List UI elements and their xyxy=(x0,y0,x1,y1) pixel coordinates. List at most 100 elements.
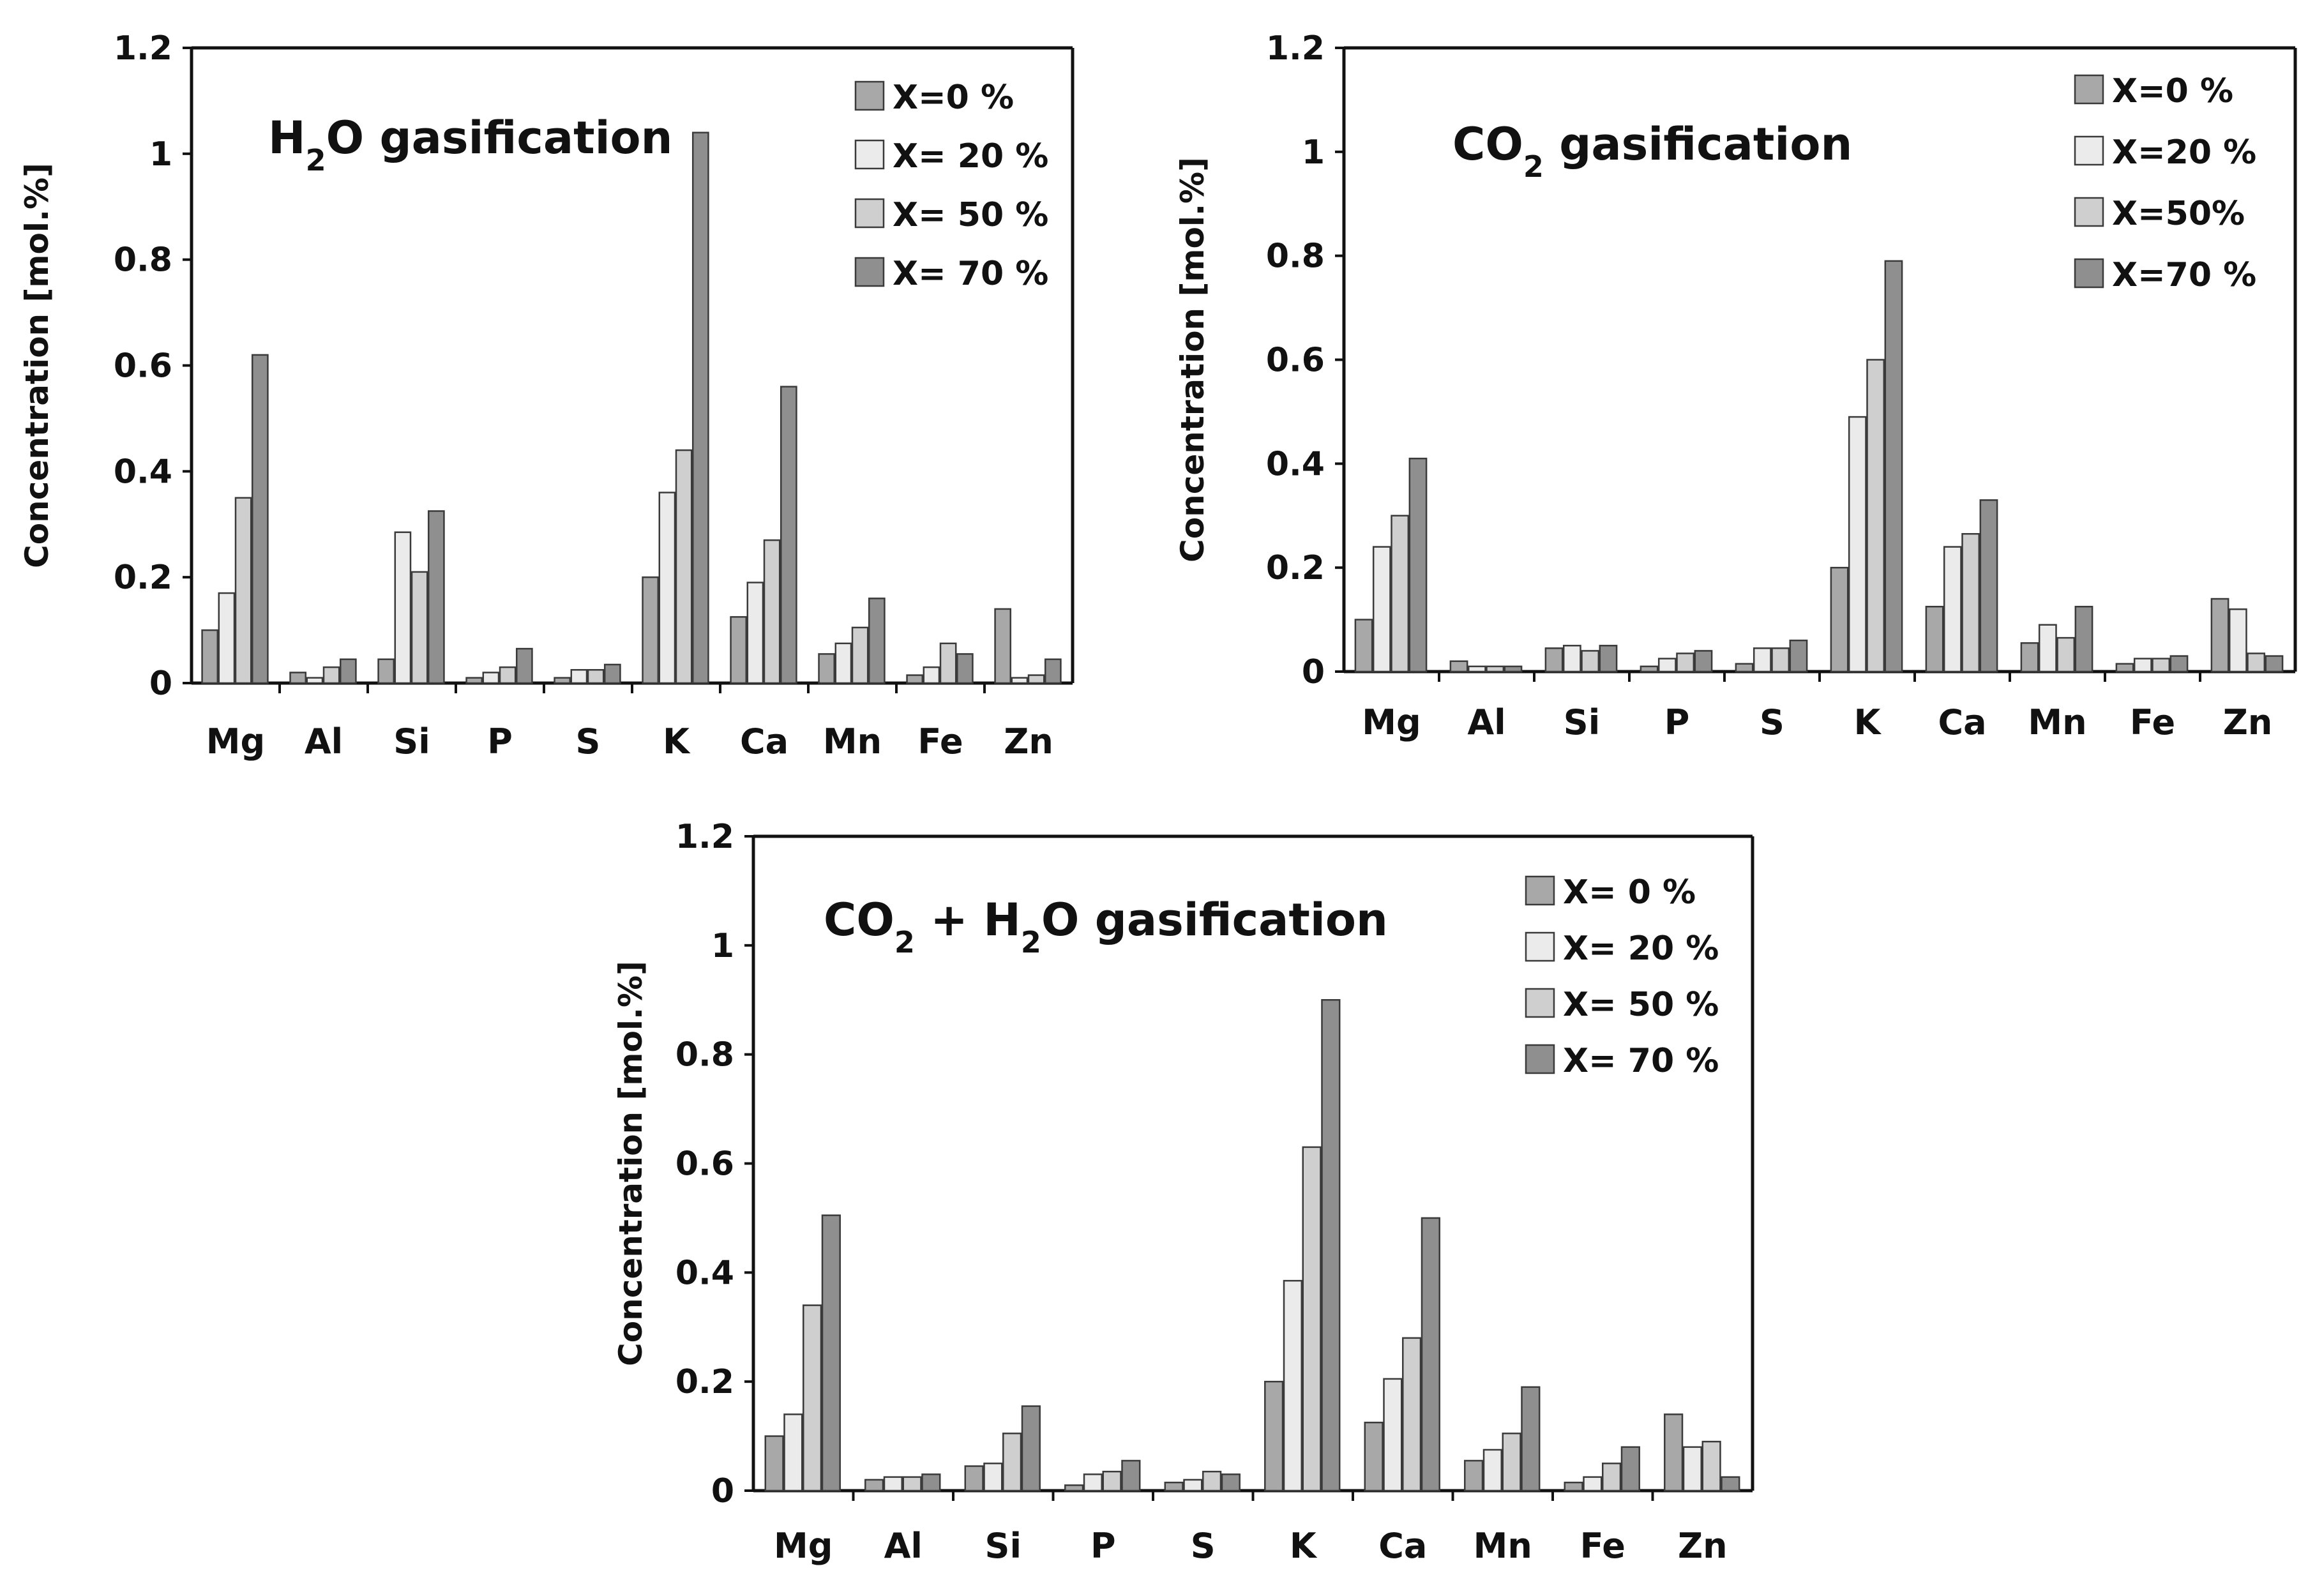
bar-si-series-2 xyxy=(1581,650,1600,673)
y-tick-label: 0.2 xyxy=(675,1363,734,1401)
bar-zn-series-2 xyxy=(1027,674,1045,684)
bar-si-series-0 xyxy=(964,1465,984,1492)
legend-label: X= 50 % xyxy=(893,196,1048,234)
x-tick-label: P xyxy=(1664,702,1690,742)
bar-zn-series-1 xyxy=(1011,677,1029,684)
y-tick-label: 0.8 xyxy=(1266,237,1325,276)
bar-p-series-1 xyxy=(1657,658,1677,673)
bar-ca-series-2 xyxy=(763,539,781,684)
bar-mn-series-3 xyxy=(868,598,886,684)
y-tick-label: 0.6 xyxy=(114,347,172,386)
bar-fe-series-0 xyxy=(1564,1481,1583,1492)
x-tick-label: Mg xyxy=(1362,702,1421,742)
legend-label: X=50% xyxy=(2112,195,2245,233)
bar-mg-series-1 xyxy=(218,592,236,684)
bar-p-series-2 xyxy=(1676,652,1695,673)
chart-co2-h2o-gasification: 0 0.2 0.4 0.6 0.8 1 1.2 Concentration [mol.%] Mg… xyxy=(612,818,1754,1566)
bar-s-series-2 xyxy=(1771,647,1790,673)
bar-mg-series-2 xyxy=(1391,515,1410,673)
y-tick-label: 0.4 xyxy=(114,453,172,491)
bar-fe-series-2 xyxy=(1602,1463,1622,1492)
bar-k-series-0 xyxy=(1830,566,1849,673)
x-tick-label: Zn xyxy=(1678,1526,1728,1566)
bar-s-series-3 xyxy=(1789,639,1808,673)
bar-ca-series-3 xyxy=(780,386,797,684)
bar-fe-series-0 xyxy=(906,674,924,684)
bar-p-series-0 xyxy=(1640,665,1659,673)
bar-k-series-3 xyxy=(1321,999,1341,1492)
bar-p-series-2 xyxy=(499,666,517,684)
bar-ca-series-0 xyxy=(1364,1421,1384,1492)
bar-mg-series-1 xyxy=(1372,546,1391,673)
bar-mg-series-0 xyxy=(764,1435,784,1492)
bar-p-series-2 xyxy=(1102,1470,1122,1492)
y-tick-label: 0.4 xyxy=(675,1254,734,1292)
bar-s-series-0 xyxy=(1164,1481,1184,1492)
bar-k-series-2 xyxy=(1302,1146,1322,1492)
legend-swatch xyxy=(1525,875,1555,906)
legend-swatch xyxy=(854,257,885,287)
chart-title: CO2 + H2O gasification xyxy=(824,894,1388,960)
legend-label: X=0 % xyxy=(2112,72,2233,110)
bar-mn-series-1 xyxy=(1482,1449,1502,1492)
y-tick-label: 0.2 xyxy=(114,559,172,597)
bar-p-series-0 xyxy=(465,677,483,684)
bar-zn-series-2 xyxy=(2247,652,2266,673)
bar-al-series-1 xyxy=(1467,665,1486,673)
chart-h2o-gasification: 0 0.2 0.4 0.6 0.8 1 1.2 Concentration [mol.%] Mg… xyxy=(19,29,1075,762)
bar-al-series-3 xyxy=(339,658,357,684)
legend-label: X= 20 % xyxy=(1563,930,1719,968)
y-tick-label: 0.6 xyxy=(675,1145,734,1184)
bar-k-series-0 xyxy=(642,576,660,684)
x-tick-label: Mn xyxy=(1474,1526,1532,1566)
bar-ca-series-2 xyxy=(1961,532,1980,673)
legend-label: X= 70 % xyxy=(893,255,1048,293)
x-tick-label: Zn xyxy=(1004,721,1053,762)
bar-al-series-3 xyxy=(921,1473,941,1492)
bar-ca-series-1 xyxy=(1383,1378,1403,1492)
bar-si-series-3 xyxy=(427,510,445,684)
bar-mn-series-3 xyxy=(2074,605,2093,673)
legend-swatch xyxy=(854,80,885,111)
y-tick-label: 1 xyxy=(1302,133,1325,172)
bar-mn-series-1 xyxy=(2038,624,2057,673)
bar-p-series-3 xyxy=(1121,1459,1141,1492)
bar-s-series-1 xyxy=(1753,647,1772,673)
bar-s-series-1 xyxy=(1183,1479,1203,1492)
bar-zn-series-3 xyxy=(2265,655,2284,673)
bar-fe-series-1 xyxy=(1583,1476,1603,1492)
bar-k-series-3 xyxy=(691,132,709,684)
bar-p-series-3 xyxy=(1694,650,1713,673)
x-tick-label: Si xyxy=(393,721,430,762)
x-tick-label: Fe xyxy=(917,721,963,762)
legend-swatch xyxy=(1525,931,1555,962)
bar-s-series-2 xyxy=(587,669,605,684)
legend-swatch xyxy=(2074,258,2104,289)
bar-s-series-0 xyxy=(1735,663,1754,673)
x-tick-label: K xyxy=(663,721,691,762)
bar-si-series-3 xyxy=(1599,645,1618,673)
bar-zn-series-1 xyxy=(2228,608,2247,673)
x-tick-label: Al xyxy=(305,721,343,762)
bar-mn-series-0 xyxy=(818,653,836,684)
legend-swatch xyxy=(854,198,885,229)
bar-ca-series-0 xyxy=(1925,605,1944,673)
y-tick-label: 0.6 xyxy=(1266,342,1325,380)
bar-si-series-0 xyxy=(377,658,395,684)
legend-label: X=0 % xyxy=(893,79,1014,117)
bar-al-series-1 xyxy=(883,1476,903,1492)
bar-si-series-1 xyxy=(1562,645,1581,673)
legend-label: X= 50 % xyxy=(1563,986,1719,1024)
bar-k-series-1 xyxy=(1283,1279,1303,1492)
legend-swatch xyxy=(854,139,885,170)
y-axis-title: Concentration [mol.%] xyxy=(1174,157,1211,562)
bar-al-series-0 xyxy=(289,672,307,684)
bar-al-series-2 xyxy=(322,666,340,684)
bar-fe-series-2 xyxy=(2152,658,2171,673)
bar-k-series-1 xyxy=(658,492,676,684)
legend-label: X=20 % xyxy=(2112,133,2256,172)
bar-si-series-3 xyxy=(1021,1405,1041,1492)
bar-mg-series-2 xyxy=(803,1304,822,1492)
bar-al-series-2 xyxy=(1486,665,1505,673)
x-tick-label: Fe xyxy=(2130,702,2175,742)
